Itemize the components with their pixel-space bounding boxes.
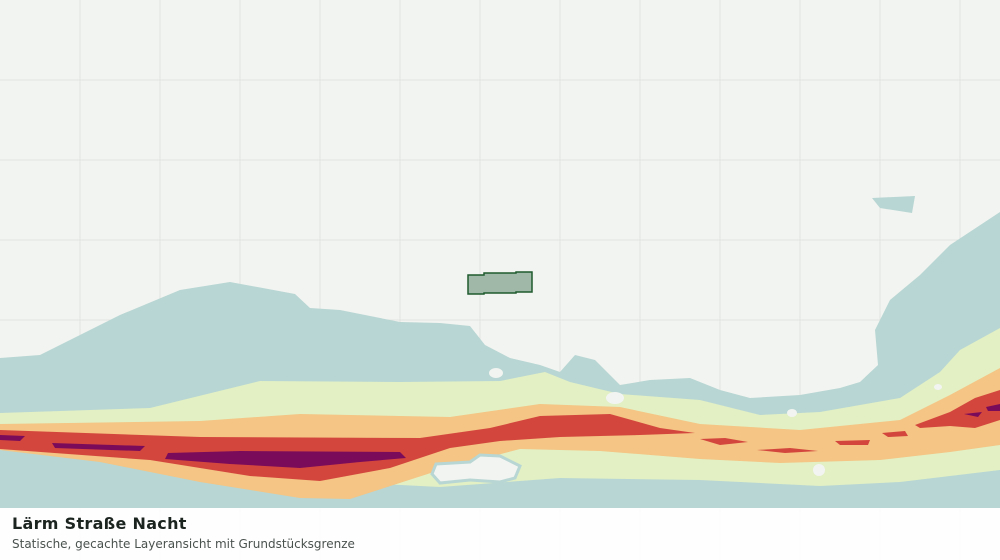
noise-zone-3	[700, 438, 748, 445]
noise-layer	[0, 196, 1000, 508]
noise-zone-4	[986, 404, 1000, 411]
layer-title: Lärm Straße Nacht	[12, 514, 187, 533]
noise-gap	[813, 464, 825, 476]
noise-zone-3	[835, 440, 870, 445]
noise-zone-4	[0, 435, 25, 441]
noise-zone-4	[964, 412, 982, 417]
noise-gap	[606, 392, 624, 404]
noise-gap	[489, 368, 503, 378]
noise-zone-low	[872, 196, 915, 213]
noise-zone-3	[915, 390, 1000, 428]
noise-gap	[934, 384, 942, 390]
noise-gap	[787, 409, 797, 417]
noise-zone-3	[0, 414, 695, 481]
noise-zone-4	[52, 443, 145, 451]
noise-zone-4	[165, 451, 406, 468]
noise-zone-3	[882, 431, 908, 437]
noise-gap	[430, 453, 522, 485]
parcel-boundary	[467, 271, 533, 295]
layer-info-panel: Lärm Straße Nacht Statische, gecachte La…	[0, 508, 1000, 560]
noise-zone-3	[757, 448, 818, 453]
layer-subtitle: Statische, gecachte Layeransicht mit Gru…	[12, 537, 355, 551]
